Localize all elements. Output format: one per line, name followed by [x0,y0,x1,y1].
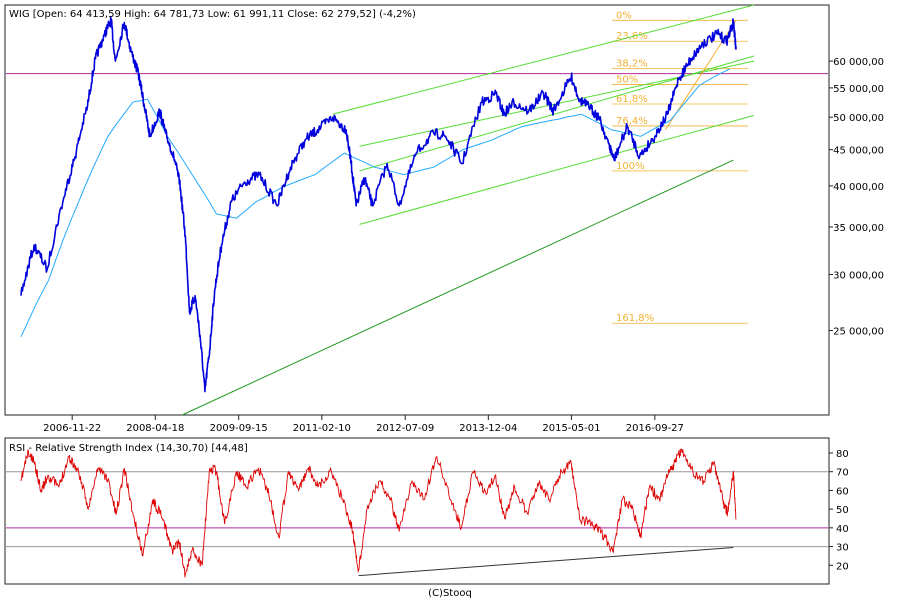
price-panel-frame [4,4,830,416]
date-x-tick-label: 2008-04-18 [126,423,184,434]
rsi-series-group [20,448,737,578]
fib-level-label: 50% [616,75,638,86]
channel-trendline [332,4,755,115]
rsi-y-axis: 80 70 60 50 40 30 20 [829,449,849,572]
date-x-tick-label: 2011-02-10 [293,423,351,434]
date-x-tick-label: 2016-09-27 [626,423,684,434]
date-x-tick-label: 2006-11-22 [43,423,101,434]
footer-credit: (C)Stooq [428,588,472,599]
date-x-tick-label: 2012-07-09 [376,423,434,434]
rsi-trendline-group [358,547,734,577]
price-y-tick-label: 50 000,00 [833,113,884,124]
fib-level-label: 0% [616,10,632,21]
price-y-tick-label: 35 000,00 [833,223,884,234]
date-x-tick-label: 2013-12-04 [459,423,517,434]
fib-level-label: 38,2% [616,58,648,69]
rsi-line [20,448,737,578]
rsi-y-tick-label: 20 [836,561,849,572]
price-series-group [20,16,737,393]
fib-level-label: 161,8% [616,313,654,324]
fib-level-label: 76,4% [616,116,648,127]
price-y-tick-label: 45 000,00 [833,146,884,157]
date-x-tick-label: 2009-09-15 [210,423,268,434]
price-y-tick-label: 30 000,00 [833,270,884,281]
price-line [20,16,737,393]
rsi-y-tick-label: 80 [836,449,849,460]
price-y-axis: 60 000,00 55 000,00 50 000,00 45 000,00 40 0… [829,57,884,338]
rsi-y-tick-label: 40 [836,524,849,535]
rsi-y-tick-label: 50 [836,505,849,516]
rsi-y-tick-label: 70 [836,468,849,479]
price-y-tick-label: 25 000,00 [833,327,884,338]
support-trendline [181,159,734,416]
rsi-trendline [358,547,734,577]
price-y-tick-label: 55 000,00 [833,84,884,95]
date-x-tick-label: 2015-05-01 [542,423,600,434]
rsi-header: RSI - Relative Strength Index (14,30,70)… [9,443,248,454]
rsi-y-tick-label: 60 [836,486,849,497]
price-y-tick-label: 60 000,00 [833,57,884,68]
price-header: WIG [Open: 64 413,59 High: 64 781,73 Low… [9,9,416,20]
rsi-y-tick-label: 30 [836,543,849,554]
rsi-panel-frame [4,437,830,585]
fib-level-label: 100% [616,161,645,172]
fib-level-label: 61,8% [616,94,648,105]
date-x-axis: 2006-11-22 2008-04-18 2009-09-15 2011-02-10… [43,415,684,434]
rsi-reference-lines [6,471,828,548]
channel-trendline [359,114,755,225]
price-y-tick-label: 40 000,00 [833,182,884,193]
